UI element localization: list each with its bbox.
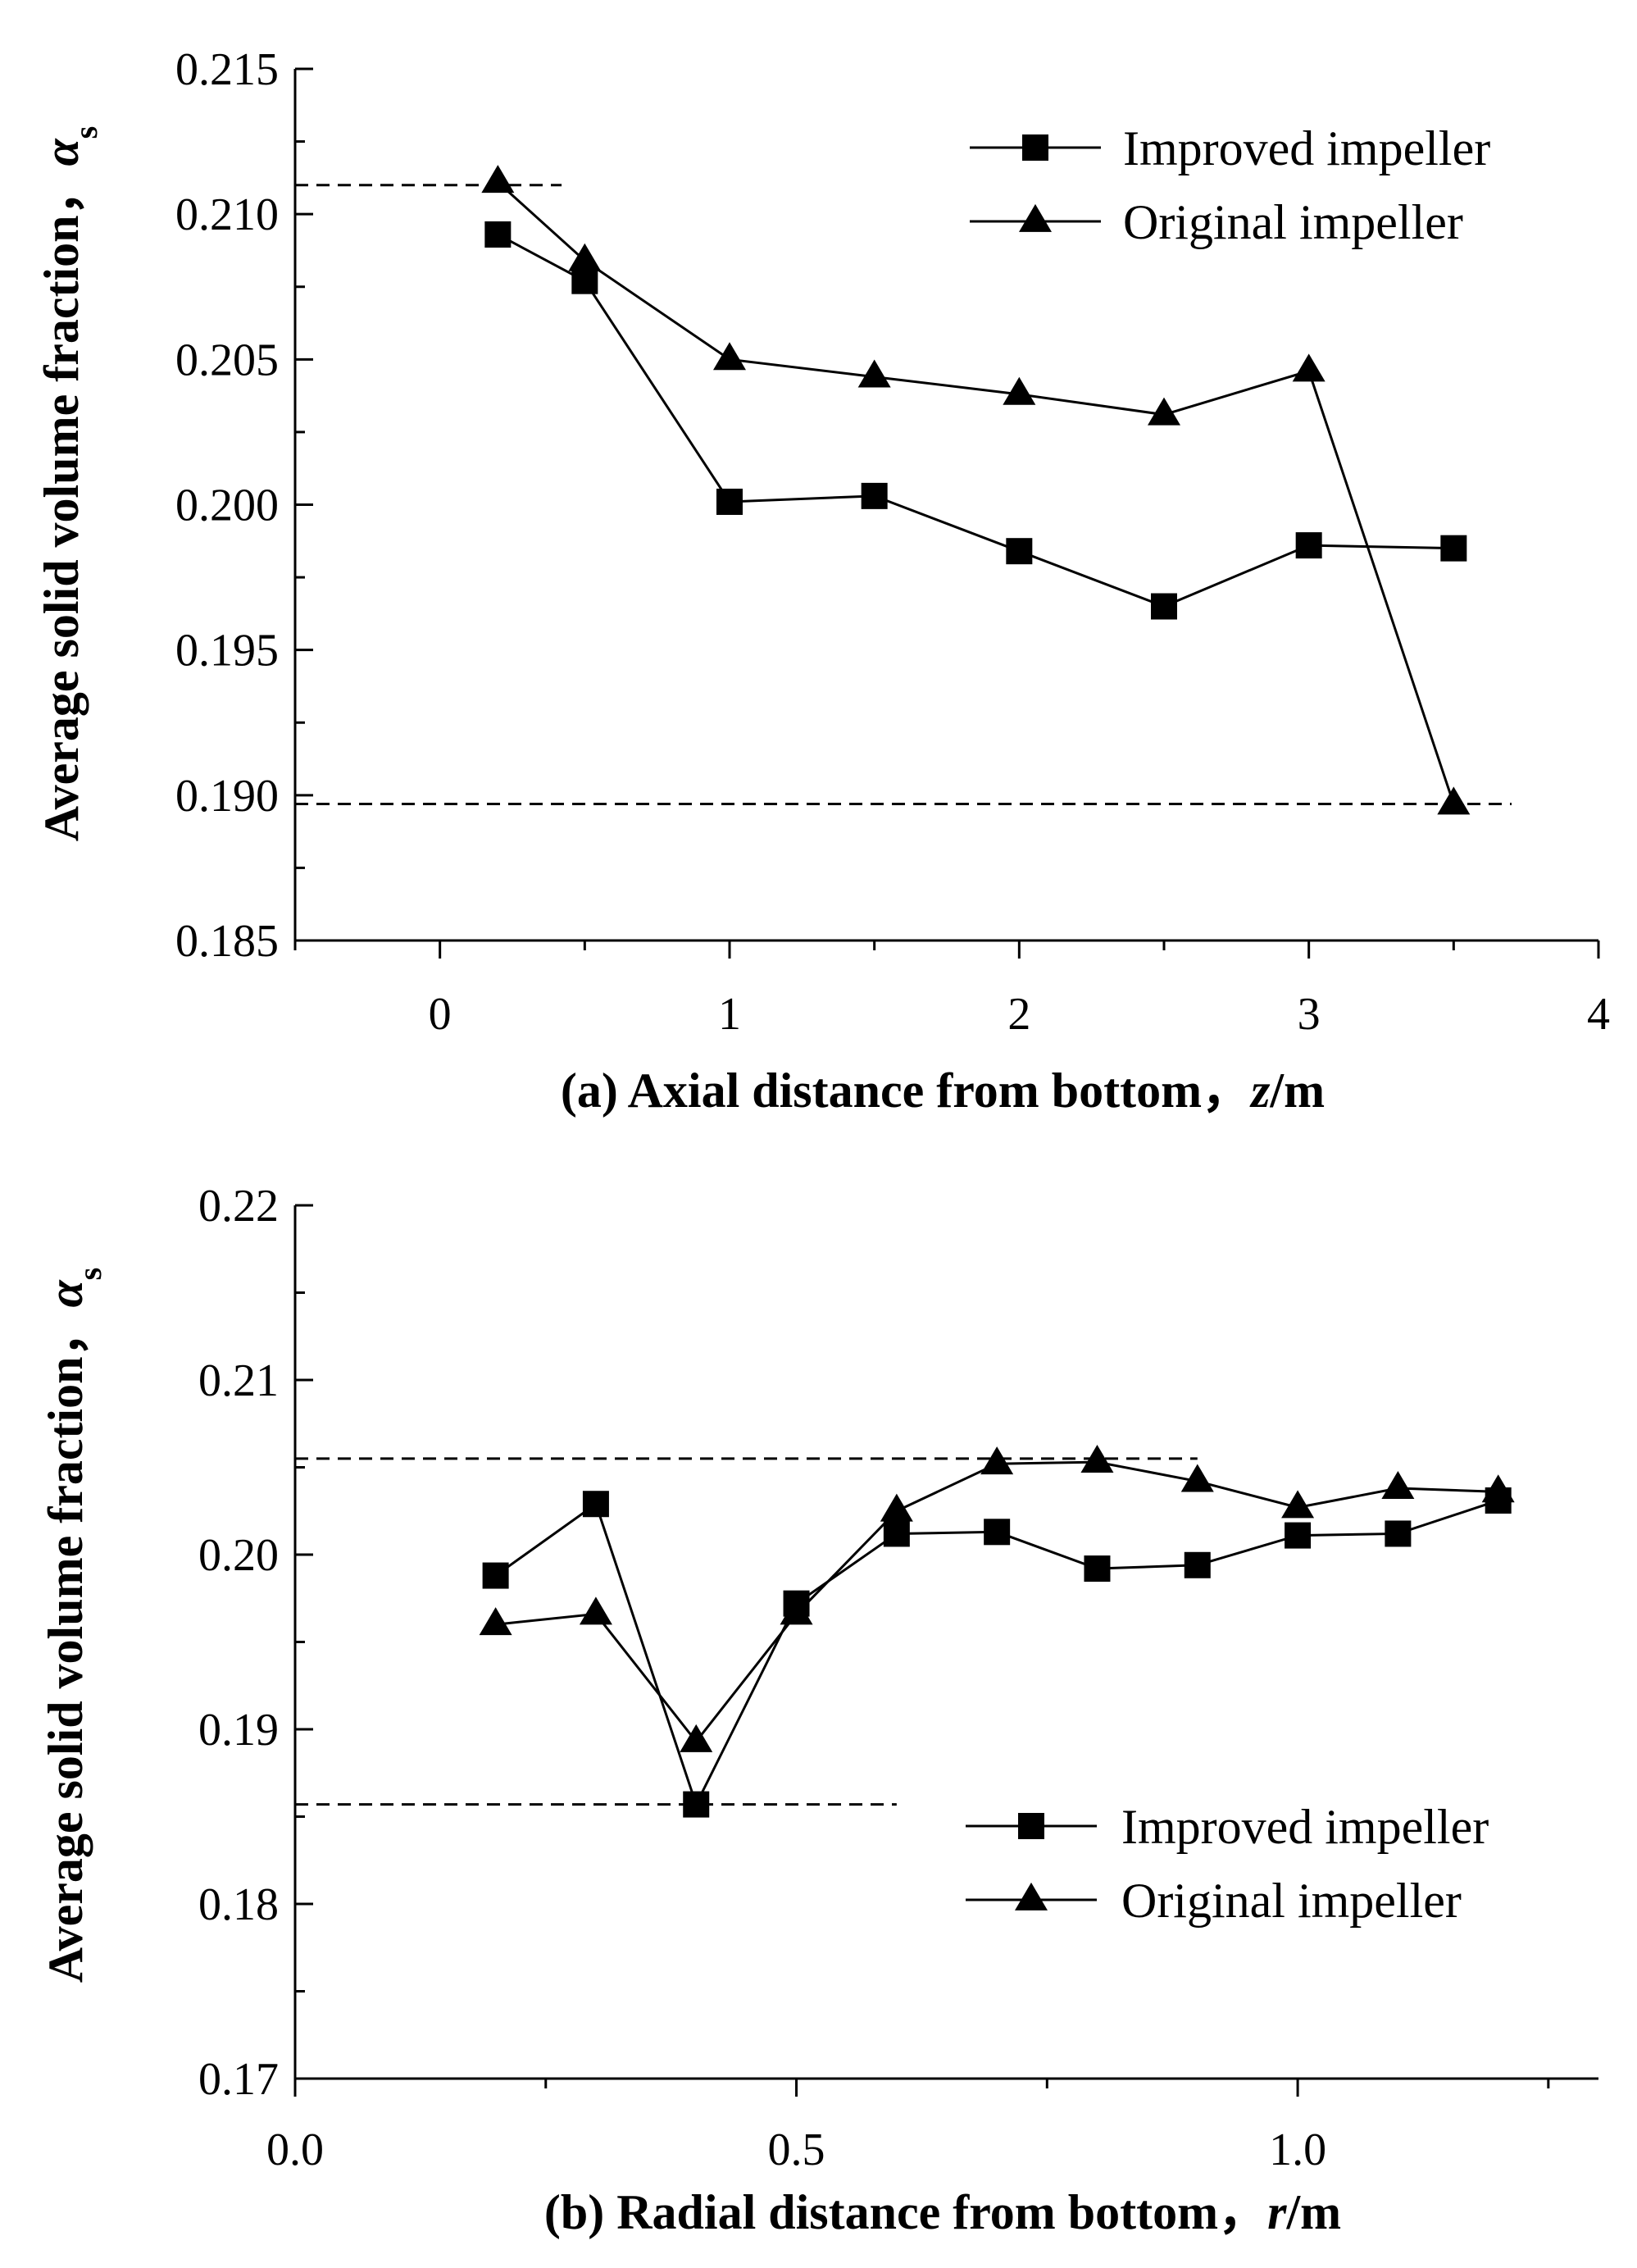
legend-marker <box>1015 1882 1048 1910</box>
original-impeller-point <box>980 1446 1014 1475</box>
y-tick-label: 0.185 <box>175 916 279 967</box>
legend-label: Improved impeller <box>1121 1800 1489 1854</box>
y-axis-symbol-subscript: s <box>71 1268 108 1281</box>
y-tick-label: 0.215 <box>175 44 279 95</box>
improved-impeller-point <box>1440 535 1467 562</box>
x-tick-label: 3 <box>1298 989 1321 1040</box>
y-tick-label: 0.190 <box>175 771 279 822</box>
x-tick-label: 0.0 <box>266 2125 324 2175</box>
x-axis-title-text: (a) Axial distance from bottom， <box>561 1063 1251 1118</box>
improved-impeller-point <box>571 267 598 294</box>
original-impeller-point <box>1080 1445 1114 1473</box>
y-axis-title: Average solid volume fraction，αs <box>39 1268 108 1983</box>
y-axis-title-text: Average solid volume fraction， <box>39 1308 93 1983</box>
y-tick-label: 0.19 <box>198 1705 279 1756</box>
y-axis-symbol-subscript: s <box>67 126 104 139</box>
original-impeller-point <box>780 1596 813 1625</box>
improved-impeller-point <box>984 1519 1011 1546</box>
legend: Improved impeller Original impeller <box>966 1800 1489 1928</box>
original-impeller-line <box>495 1460 1498 1744</box>
panel-a: 0.185 0.190 0.195 0.200 0.205 0.210 0.215 0 1 2 3 4… <box>34 44 1610 1118</box>
improved-impeller-point <box>1151 593 1177 620</box>
improved-impeller-point <box>1285 1522 1312 1549</box>
panel-b: 0.17 0.18 0.19 0.20 0.21 0.22 0.0 0.5 1.0 Improve… <box>39 1181 1598 2239</box>
x-axis-title-unit: /m <box>1269 1063 1325 1118</box>
x-tick-label: 1.0 <box>1269 2125 1326 2175</box>
y-tick-label: 0.195 <box>175 626 279 676</box>
legend-label: Improved impeller <box>1123 121 1490 175</box>
y-tick-label: 0.210 <box>175 189 279 240</box>
improved-impeller-point <box>1006 538 1033 565</box>
original-impeller-point <box>579 1596 612 1625</box>
improved-impeller-point <box>1084 1555 1111 1583</box>
original-impeller-point <box>1437 786 1471 815</box>
original-impeller-point <box>880 1493 913 1522</box>
x-axis-title: (a) Axial distance from bottom，z/m <box>561 1063 1325 1118</box>
original-impeller-point <box>568 243 602 271</box>
y-tick-label: 0.200 <box>175 480 279 531</box>
improved-impeller-line <box>497 233 1454 608</box>
original-impeller-point <box>713 342 746 371</box>
original-impeller-point <box>1292 353 1326 382</box>
original-impeller-point <box>481 165 515 194</box>
original-impeller-point <box>1481 1474 1515 1503</box>
x-tick-label: 0 <box>429 989 452 1040</box>
improved-impeller-point <box>482 1562 509 1589</box>
improved-impeller-point <box>1184 1551 1211 1578</box>
legend: Improved impeller Original impeller <box>970 121 1490 249</box>
legend-label: Original impeller <box>1121 1874 1462 1928</box>
original-impeller-point <box>479 1607 512 1636</box>
original-impeller-line <box>497 181 1455 804</box>
improved-impeller-line <box>494 1499 1499 1808</box>
legend-marker <box>1018 1813 1044 1839</box>
improved-impeller-point <box>484 221 512 248</box>
x-axis-title-variable: z <box>1249 1063 1271 1118</box>
improved-impeller-point <box>1385 1520 1412 1547</box>
original-impeller-point <box>857 359 891 388</box>
x-tick-label: 4 <box>1587 989 1610 1040</box>
y-axis-symbol: α <box>34 139 89 166</box>
y-axis-title-text: Average solid volume fraction， <box>34 166 89 842</box>
y-tick-label: 0.22 <box>198 1181 279 1232</box>
x-tick-label: 0.5 <box>768 2125 825 2175</box>
original-impeller-point <box>1148 397 1180 426</box>
improved-impeller-point <box>861 482 888 509</box>
legend-marker <box>1019 203 1052 232</box>
x-axis-title: (b) Radial distance from bottom，r/m <box>544 2185 1341 2239</box>
x-axis-title-text: (b) Radial distance from bottom， <box>544 2185 1267 2239</box>
x-axis-title-variable: r <box>1267 2185 1287 2239</box>
y-tick-label: 0.17 <box>198 2054 279 2105</box>
improved-impeller-point <box>716 488 743 515</box>
y-tick-label: 0.20 <box>198 1530 279 1581</box>
legend-label: Original impeller <box>1123 195 1463 249</box>
improved-impeller-point <box>1295 532 1322 559</box>
original-impeller-point <box>680 1724 713 1752</box>
improved-impeller-point <box>883 1520 910 1547</box>
original-impeller-point <box>1281 1490 1315 1519</box>
x-tick-label: 1 <box>718 989 741 1040</box>
original-impeller-point <box>1003 376 1036 405</box>
y-tick-label: 0.205 <box>175 335 279 385</box>
improved-impeller-point <box>582 1491 609 1518</box>
x-axis-title-unit: /m <box>1285 2185 1341 2239</box>
legend-marker <box>1022 134 1048 161</box>
original-impeller-point <box>1381 1470 1415 1499</box>
y-tick-label: 0.18 <box>198 1879 279 1930</box>
x-tick-label: 2 <box>1007 989 1030 1040</box>
y-axis-title: Average solid volume fraction，αs <box>34 126 104 842</box>
y-axis-symbol: α <box>39 1280 93 1308</box>
y-tick-label: 0.21 <box>198 1355 279 1406</box>
improved-impeller-point <box>683 1791 710 1818</box>
original-impeller-point <box>1180 1464 1214 1492</box>
